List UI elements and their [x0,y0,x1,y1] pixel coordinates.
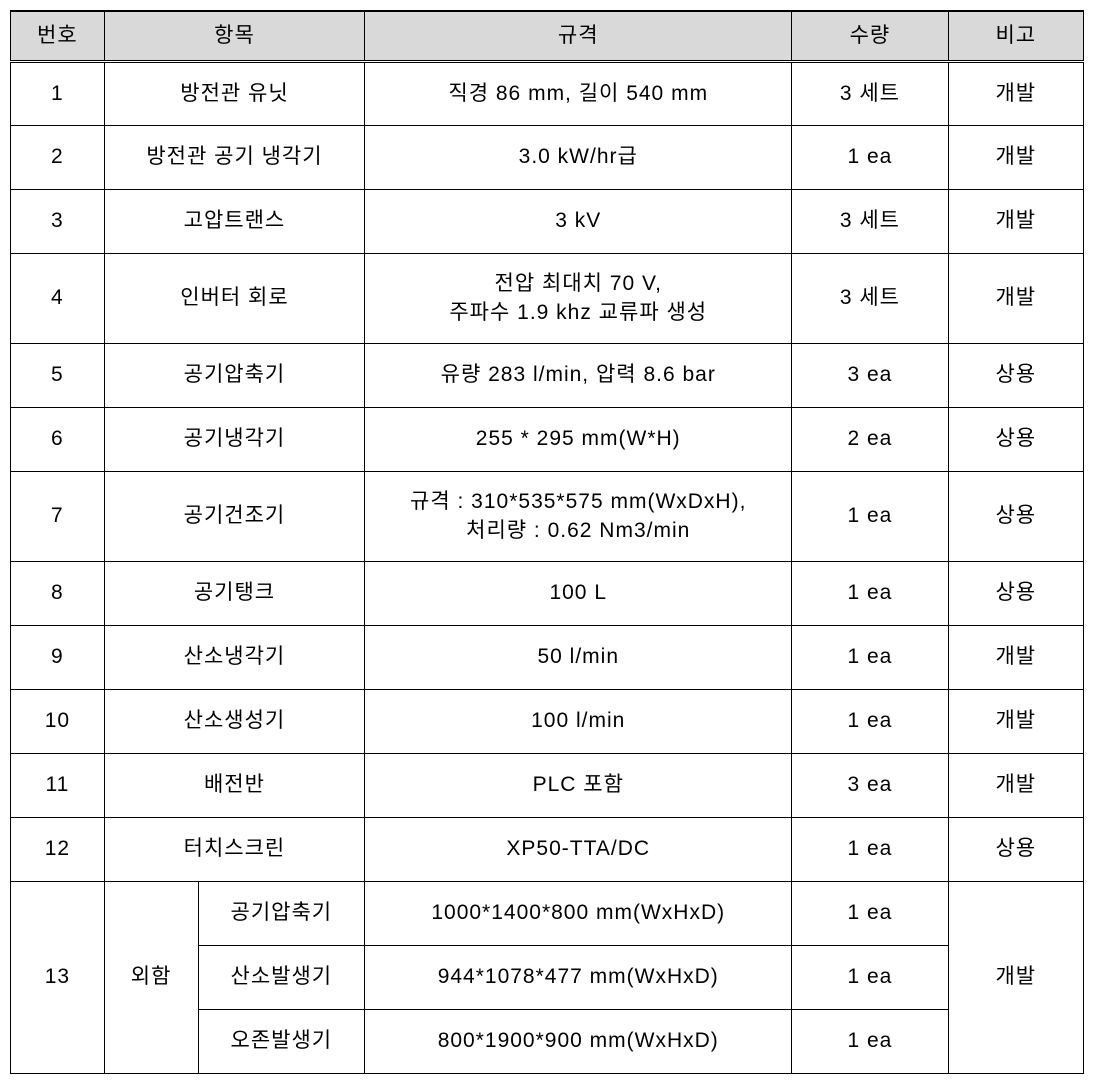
cell-num: 13 [11,881,105,1073]
cell-group: 외함 [104,881,198,1073]
cell-note: 개발 [948,189,1083,253]
cell-qty: 1 ea [792,471,948,561]
cell-item: 산소생성기 [104,689,364,753]
header-item: 항목 [104,11,364,61]
table-row: 1방전관 유닛직경 86 mm, 길이 540 mm3 세트개발 [11,61,1084,125]
cell-item: 공기냉각기 [104,407,364,471]
cell-spec: PLC 포함 [365,753,792,817]
cell-note: 개발 [948,625,1083,689]
cell-subitem: 공기압축기 [198,881,365,945]
header-qty: 수량 [792,11,948,61]
cell-num: 11 [11,753,105,817]
cell-note: 상용 [948,817,1083,881]
header-note: 비고 [948,11,1083,61]
cell-num: 8 [11,561,105,625]
cell-note: 개발 [948,753,1083,817]
cell-note: 상용 [948,343,1083,407]
cell-note: 개발 [948,125,1083,189]
cell-qty: 3 세트 [792,189,948,253]
cell-note: 개발 [948,689,1083,753]
cell-subitem: 산소발생기 [198,945,365,1009]
cell-num: 7 [11,471,105,561]
table-row: 13외함공기압축기1000*1400*800 mm(WxHxD)1 ea개발 [11,881,1084,945]
cell-note: 상용 [948,407,1083,471]
cell-num: 2 [11,125,105,189]
table-row: 10산소생성기100 l/min1 ea개발 [11,689,1084,753]
table-row: 11배전반PLC 포함3 ea개발 [11,753,1084,817]
cell-spec: 전압 최대치 70 V,주파수 1.9 khz 교류파 생성 [365,253,792,343]
header-num: 번호 [11,11,105,61]
cell-note: 개발 [948,253,1083,343]
cell-qty: 1 ea [792,945,948,1009]
cell-spec: 3.0 kW/hr급 [365,125,792,189]
cell-item: 방전관 유닛 [104,61,364,125]
cell-qty: 1 ea [792,625,948,689]
table-row: 4인버터 회로전압 최대치 70 V,주파수 1.9 khz 교류파 생성3 세… [11,253,1084,343]
table-row: 8공기탱크100 L1 ea상용 [11,561,1084,625]
cell-spec: 800*1900*900 mm(WxHxD) [365,1009,792,1073]
cell-num: 5 [11,343,105,407]
table-row: 7공기건조기규격 : 310*535*575 mm(WxDxH),처리량 : 0… [11,471,1084,561]
cell-spec: 직경 86 mm, 길이 540 mm [365,61,792,125]
cell-note: 상용 [948,561,1083,625]
table-row: 9산소냉각기50 l/min1 ea개발 [11,625,1084,689]
cell-qty: 1 ea [792,125,948,189]
cell-spec: 944*1078*477 mm(WxHxD) [365,945,792,1009]
cell-item: 산소냉각기 [104,625,364,689]
cell-num: 3 [11,189,105,253]
table-header-row: 번호 항목 규격 수량 비고 [11,11,1084,61]
cell-note: 개발 [948,881,1083,1073]
cell-spec: 100 l/min [365,689,792,753]
cell-qty: 2 ea [792,407,948,471]
cell-item: 공기건조기 [104,471,364,561]
table-row: 2방전관 공기 냉각기3.0 kW/hr급1 ea개발 [11,125,1084,189]
cell-num: 12 [11,817,105,881]
cell-spec: 유량 283 l/min, 압력 8.6 bar [365,343,792,407]
cell-spec: 255 * 295 mm(W*H) [365,407,792,471]
cell-note: 상용 [948,471,1083,561]
cell-item: 인버터 회로 [104,253,364,343]
cell-qty: 1 ea [792,1009,948,1073]
cell-spec: XP50-TTA/DC [365,817,792,881]
cell-spec: 50 l/min [365,625,792,689]
cell-qty: 1 ea [792,689,948,753]
cell-qty: 1 ea [792,881,948,945]
cell-num: 4 [11,253,105,343]
cell-item: 배전반 [104,753,364,817]
cell-num: 9 [11,625,105,689]
cell-spec: 100 L [365,561,792,625]
table-row: 3고압트랜스3 kV3 세트개발 [11,189,1084,253]
cell-spec: 1000*1400*800 mm(WxHxD) [365,881,792,945]
header-spec: 규격 [365,11,792,61]
cell-item: 방전관 공기 냉각기 [104,125,364,189]
cell-note: 개발 [948,61,1083,125]
spec-table: 번호 항목 규격 수량 비고 1방전관 유닛직경 86 mm, 길이 540 m… [10,10,1084,1074]
cell-qty: 3 세트 [792,253,948,343]
cell-spec: 규격 : 310*535*575 mm(WxDxH),처리량 : 0.62 Nm… [365,471,792,561]
cell-item: 터치스크린 [104,817,364,881]
cell-qty: 1 ea [792,817,948,881]
cell-item: 공기탱크 [104,561,364,625]
table-row: 5공기압축기유량 283 l/min, 압력 8.6 bar3 ea상용 [11,343,1084,407]
cell-subitem: 오존발생기 [198,1009,365,1073]
cell-num: 1 [11,61,105,125]
table-row: 12터치스크린XP50-TTA/DC1 ea상용 [11,817,1084,881]
table-body: 1방전관 유닛직경 86 mm, 길이 540 mm3 세트개발2방전관 공기 … [11,61,1084,1073]
cell-qty: 3 ea [792,343,948,407]
cell-qty: 1 ea [792,561,948,625]
cell-num: 10 [11,689,105,753]
cell-qty: 3 세트 [792,61,948,125]
cell-num: 6 [11,407,105,471]
table-row: 6공기냉각기255 * 295 mm(W*H)2 ea상용 [11,407,1084,471]
cell-item: 공기압축기 [104,343,364,407]
cell-qty: 3 ea [792,753,948,817]
cell-item: 고압트랜스 [104,189,364,253]
cell-spec: 3 kV [365,189,792,253]
